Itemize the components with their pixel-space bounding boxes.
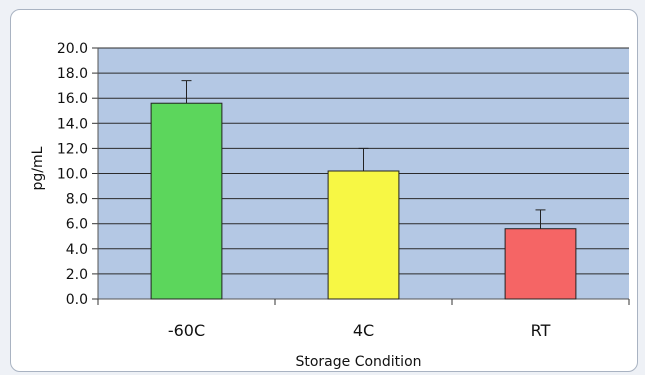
y-tick-label: 8.0 xyxy=(66,192,88,208)
y-tick-label: 12.0 xyxy=(57,141,88,157)
y-tick-label: 16.0 xyxy=(57,91,88,107)
y-tick-label: 0.0 xyxy=(66,292,88,308)
x-category-label: RT xyxy=(531,321,551,340)
x-axis-title: Storage Condition xyxy=(295,354,421,370)
y-tick-label: 20.0 xyxy=(57,41,88,57)
bar-4C xyxy=(327,170,400,300)
y-tick-label: 4.0 xyxy=(66,242,88,258)
y-tick-label: 10.0 xyxy=(57,167,88,183)
bars xyxy=(150,102,577,300)
y-tick-label: 14.0 xyxy=(57,116,88,132)
y-tick-label: 6.0 xyxy=(66,217,88,233)
bar--60C xyxy=(150,102,223,300)
y-axis-title: pg/mL xyxy=(30,146,46,190)
error-bars xyxy=(181,80,546,229)
x-axis: -60C 4C RT xyxy=(97,298,630,340)
y-tick-label: 2.0 xyxy=(66,267,88,283)
x-category-label: 4C xyxy=(353,321,374,340)
bar-RT xyxy=(504,228,577,300)
y-tick-label: 18.0 xyxy=(57,66,88,82)
y-axis: 0.0 2.0 4.0 6.0 8.0 10.0 12.0 14.0 16.0 18.0 20.0 xyxy=(57,41,99,308)
x-category-label: -60C xyxy=(168,321,205,340)
